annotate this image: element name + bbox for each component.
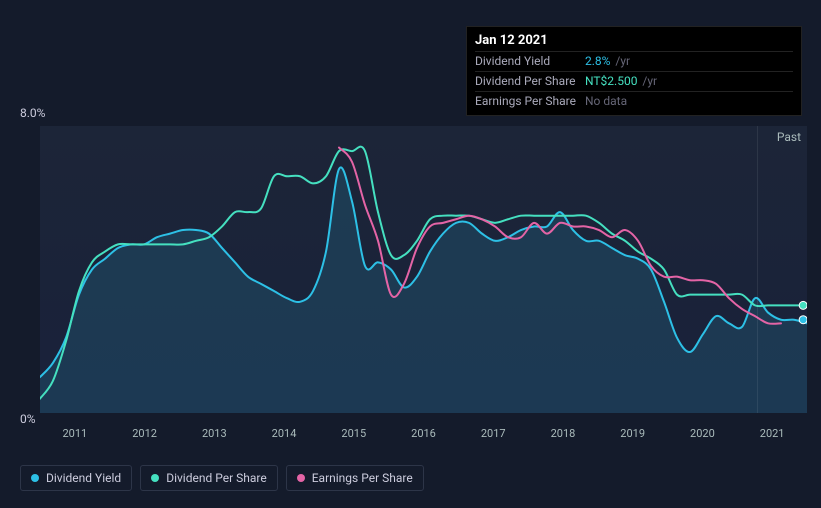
tooltip-row-label: Dividend Per Share	[475, 74, 585, 88]
legend-label: Dividend Yield	[46, 471, 121, 485]
x-axis-label: 2021	[760, 427, 785, 440]
tooltip-row-value: 2.8% /yr	[585, 54, 630, 68]
chart-legend: Dividend Yield Dividend Per Share Earnings…	[20, 465, 424, 491]
x-axis-label: 2012	[132, 427, 157, 440]
x-axis-labels: 2011 2012 2013 2014 2015 2016 2017 2018 2019 2020…	[40, 427, 807, 443]
tooltip-row-label: Earnings Per Share	[475, 94, 585, 108]
x-axis-label: 2019	[620, 427, 645, 440]
x-axis-label: 2014	[272, 427, 297, 440]
plot-area[interactable]	[40, 126, 807, 413]
y-axis-top-label: 8.0%	[20, 106, 45, 120]
legend-dot-icon	[297, 474, 305, 482]
tooltip-row-value: NT$2.500 /yr	[585, 74, 657, 88]
tooltip-date: Jan 12 2021	[475, 31, 793, 51]
tooltip-row-label: Dividend Yield	[475, 54, 585, 68]
y-axis-bottom-label: 0%	[20, 412, 36, 426]
x-axis-label: 2020	[690, 427, 715, 440]
tooltip-row: Dividend Per ShareNT$2.500 /yr	[475, 71, 793, 91]
legend-dot-icon	[31, 474, 39, 482]
x-axis-label: 2016	[411, 427, 436, 440]
tooltip-row: Earnings Per ShareNo data	[475, 91, 793, 111]
legend-label: Dividend Per Share	[166, 471, 267, 485]
x-axis-label: 2017	[481, 427, 506, 440]
tooltip-row: Dividend Yield2.8% /yr	[475, 51, 793, 71]
marker-dividend_yield	[799, 316, 807, 324]
legend-item[interactable]: Earnings Per Share	[286, 465, 424, 491]
legend-item[interactable]: Dividend Yield	[20, 465, 132, 491]
past-present-label: Past	[777, 130, 801, 144]
x-axis-label: 2011	[62, 427, 87, 440]
x-axis-label: 2018	[551, 427, 576, 440]
dividend-chart[interactable]: 8.0% 0% Past 201120122013201420152016201…	[20, 106, 809, 451]
x-axis-label: 2015	[341, 427, 366, 440]
x-axis-label: 2013	[202, 427, 227, 440]
marker-dividend_per_share	[799, 301, 807, 309]
chart-svg	[40, 126, 807, 413]
legend-item[interactable]: Dividend Per Share	[140, 465, 278, 491]
chart-cursor-line	[757, 126, 758, 413]
tooltip-row-value: No data	[585, 94, 627, 108]
chart-tooltip: Jan 12 2021 Dividend Yield2.8% /yrDivide…	[466, 26, 802, 116]
legend-dot-icon	[151, 474, 159, 482]
legend-label: Earnings Per Share	[312, 471, 413, 485]
